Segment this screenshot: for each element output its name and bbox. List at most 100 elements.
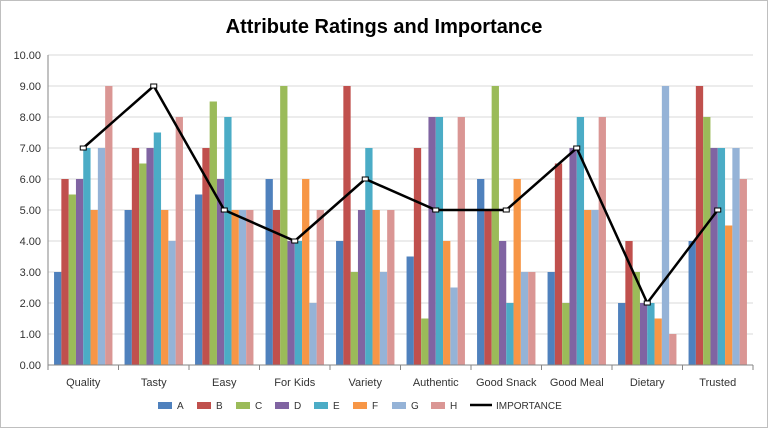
bar-b <box>695 86 704 365</box>
bar-g <box>168 241 176 365</box>
y-tick-label: 9.00 <box>20 81 41 93</box>
importance-marker <box>150 83 158 89</box>
bar-h <box>528 272 536 365</box>
bar-e <box>153 132 162 365</box>
bar-a <box>618 303 626 365</box>
bar-f <box>161 210 169 365</box>
bar-e <box>576 117 585 365</box>
bar-h <box>246 210 254 365</box>
bar-c <box>632 272 640 365</box>
bar-d <box>498 241 507 365</box>
legend-label: A <box>177 401 184 412</box>
x-tick-label: Good Snack <box>476 377 537 389</box>
legend-label: G <box>411 401 419 412</box>
bar-e <box>365 148 373 365</box>
bar-g <box>661 86 670 365</box>
x-tick-label: Tasty <box>141 377 167 389</box>
bar-b <box>131 148 140 365</box>
bar-f <box>513 179 521 365</box>
bar-h <box>105 86 113 365</box>
importance-marker <box>714 207 722 213</box>
y-tick-label: 7.00 <box>20 143 41 155</box>
bar-c <box>703 117 711 365</box>
bar-g <box>309 303 317 365</box>
importance-marker <box>220 207 228 213</box>
legend-label: H <box>450 401 457 412</box>
bar-g <box>379 272 388 365</box>
bar-h <box>669 334 677 365</box>
axes: 0.00 1.00 2.00 3.00 4.00 5.00 6.00 7.00 8.00 9.00… <box>13 50 754 389</box>
y-tick-label: 1.00 <box>20 329 41 341</box>
legend-swatch-b <box>197 402 211 409</box>
y-tick-label: 8.00 <box>20 112 41 124</box>
legend-label: C <box>255 401 262 412</box>
legend-swatch-h <box>431 402 445 409</box>
bar-c <box>421 318 429 365</box>
bar-e <box>224 117 232 365</box>
bar-g <box>450 287 458 365</box>
importance-marker <box>643 300 651 306</box>
bar-g <box>732 148 740 365</box>
legend-swatch-e <box>314 402 328 409</box>
x-tick-label: Quality <box>66 377 101 389</box>
importance-marker <box>432 207 440 213</box>
x-tick-label: Variety <box>349 377 383 389</box>
bar-g <box>97 148 106 365</box>
bar-h <box>387 210 395 365</box>
x-tick-label: Authentic <box>413 377 459 389</box>
x-tick-label: Dietary <box>630 377 665 389</box>
bar-e <box>506 303 514 365</box>
importance-marker <box>573 145 581 151</box>
x-tick-label: Good Meal <box>550 377 604 389</box>
bar-a <box>336 241 344 365</box>
bar-f <box>443 241 451 365</box>
bar-c <box>139 163 147 365</box>
bar-a <box>124 210 132 365</box>
legend-label: IMPORTANCE <box>496 401 562 412</box>
importance-marker <box>291 238 299 244</box>
bar-b <box>272 210 281 365</box>
bar-b <box>202 148 210 365</box>
bar-a <box>406 256 414 365</box>
bar-b <box>625 241 633 365</box>
bar-h <box>739 179 747 365</box>
importance-line-path <box>82 84 719 306</box>
bar-f <box>90 210 98 365</box>
importance-line <box>79 83 722 306</box>
bar-g <box>520 272 529 365</box>
bar-d <box>357 210 366 365</box>
bar-a <box>688 241 696 365</box>
y-tick-label: 6.00 <box>20 174 41 186</box>
bar-g <box>238 210 247 365</box>
y-tick-label: 4.00 <box>20 236 41 248</box>
bar-g <box>591 210 599 365</box>
bar-b <box>554 163 563 365</box>
bar-c <box>562 303 570 365</box>
y-tick-label: 10.00 <box>13 50 41 62</box>
y-tick-label: 3.00 <box>20 267 41 279</box>
x-tick-label: For Kids <box>274 377 315 389</box>
y-tick-label: 5.00 <box>20 205 41 217</box>
legend-swatch-g <box>392 402 406 409</box>
chart-title: Attribute Ratings and Importance <box>226 16 543 38</box>
bar-c <box>68 194 76 365</box>
bar-d <box>146 148 154 365</box>
bar-e <box>647 303 655 365</box>
bar-h <box>457 117 465 365</box>
bar-d <box>75 179 84 365</box>
bar-e <box>83 148 91 365</box>
importance-marker <box>361 176 369 182</box>
legend-swatch-f <box>353 402 367 409</box>
legend: A B C D E F G H IMPORTANCE <box>158 401 562 412</box>
bar-b <box>484 210 492 365</box>
legend-label: E <box>333 401 340 412</box>
bar-e <box>717 148 726 365</box>
bar-e <box>435 117 444 365</box>
x-tick-label: Easy <box>212 377 237 389</box>
bar-h <box>316 210 324 365</box>
importance-marker <box>502 207 510 213</box>
bar-c <box>209 101 217 365</box>
y-tick-label: 2.00 <box>20 298 41 310</box>
bar-c <box>280 86 288 365</box>
bar-f <box>725 225 733 365</box>
